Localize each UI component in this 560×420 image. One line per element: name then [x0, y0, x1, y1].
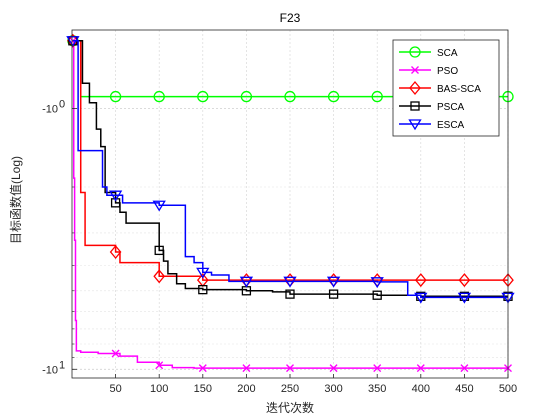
triangle-marker: [457, 292, 472, 304]
series-line-bas-sca: [72, 40, 508, 281]
square-marker: [328, 289, 339, 299]
series-layer: [66, 33, 515, 373]
x-tick-label: 200: [237, 383, 255, 395]
x-marker-stroke: [111, 349, 120, 358]
x-marker-stroke: [329, 364, 338, 373]
square-marker: [110, 198, 121, 208]
circle-marker: [153, 90, 165, 103]
x-tick-label: 500: [499, 383, 517, 395]
x-tick-label: 50: [109, 383, 121, 395]
legend: SCA PSO BAS-SCA PSCA ESCA: [392, 39, 500, 137]
circle-marker: [284, 90, 296, 103]
triangle-marker: [326, 276, 341, 288]
diamond-marker: [458, 273, 471, 288]
square-marker: [410, 101, 420, 111]
triangle-marker: [283, 276, 297, 288]
circle-marker: [109, 90, 122, 103]
triangle-marker: [370, 277, 384, 289]
diamond-marker: [409, 80, 421, 96]
triangle-marker: [239, 276, 254, 288]
x-tick-label: 350: [368, 383, 386, 395]
series-line-pso: [72, 40, 508, 369]
circle-marker: [197, 90, 209, 103]
series-line-esca: [72, 40, 508, 299]
legend-entry-bas-sca: BAS-SCA: [399, 80, 481, 96]
x-tick-label: 150: [194, 383, 212, 395]
legend-entry-esca: ESCA: [399, 119, 465, 131]
tick-layer: 50 100 150 200 250 300 350 400 450 500-10 0-10 1: [42, 99, 517, 395]
x-tick-label: 100: [150, 383, 168, 395]
y-tick-exponent: 0: [59, 99, 65, 111]
triangle-marker: [108, 190, 123, 202]
triangle-marker: [152, 200, 166, 212]
x-tick-label: 450: [455, 383, 473, 395]
y-tick-label: -10: [42, 364, 58, 376]
y-tick-exponent: 1: [59, 359, 65, 371]
triangle-marker: [66, 36, 80, 48]
legend-label-esca: ESCA: [437, 120, 465, 131]
x-tick-label: 250: [281, 383, 299, 395]
legend-entry-psca: PSCA: [399, 101, 465, 113]
triangle-marker: [196, 267, 210, 279]
legend-label-psca: PSCA: [437, 102, 465, 113]
square-marker: [285, 289, 295, 299]
triangle-marker: [408, 119, 422, 131]
x-marker-stroke: [411, 66, 419, 74]
x-tick-label: 400: [412, 383, 430, 395]
legend-label-bas-sca: BAS-SCA: [437, 84, 481, 95]
legend-entry-pso: PSO: [399, 66, 458, 77]
square-marker: [198, 284, 208, 295]
x-marker-stroke: [286, 364, 294, 373]
diamond-marker: [414, 273, 427, 288]
legend-label-pso: PSO: [437, 66, 458, 77]
circle-marker: [371, 90, 383, 103]
x-marker-stroke: [198, 364, 207, 373]
square-marker: [154, 245, 164, 256]
diamond-marker: [153, 269, 166, 284]
square-marker: [372, 290, 382, 300]
chart-title: F23: [280, 11, 301, 25]
x-tick-label: 300: [324, 383, 342, 395]
x-marker-stroke: [155, 361, 164, 370]
y-tick-label: -10: [42, 104, 58, 116]
legend-entry-sca: SCA: [399, 46, 458, 59]
x-marker-stroke: [242, 364, 251, 373]
circle-marker: [327, 90, 340, 103]
diamond-marker: [109, 244, 122, 260]
series-bas-sca: [67, 33, 514, 288]
x-marker-stroke: [460, 364, 469, 373]
series-esca: [66, 36, 515, 304]
triangle-marker: [414, 292, 428, 304]
circle-marker: [409, 46, 421, 58]
x-marker-stroke: [373, 364, 382, 373]
x-marker-stroke: [416, 364, 425, 373]
x-axis-label: 迭代次数: [266, 400, 314, 415]
circle-marker: [240, 90, 253, 103]
legend-label-sca: SCA: [437, 48, 458, 59]
y-axis-label: 目标函数值(Log): [8, 156, 23, 244]
